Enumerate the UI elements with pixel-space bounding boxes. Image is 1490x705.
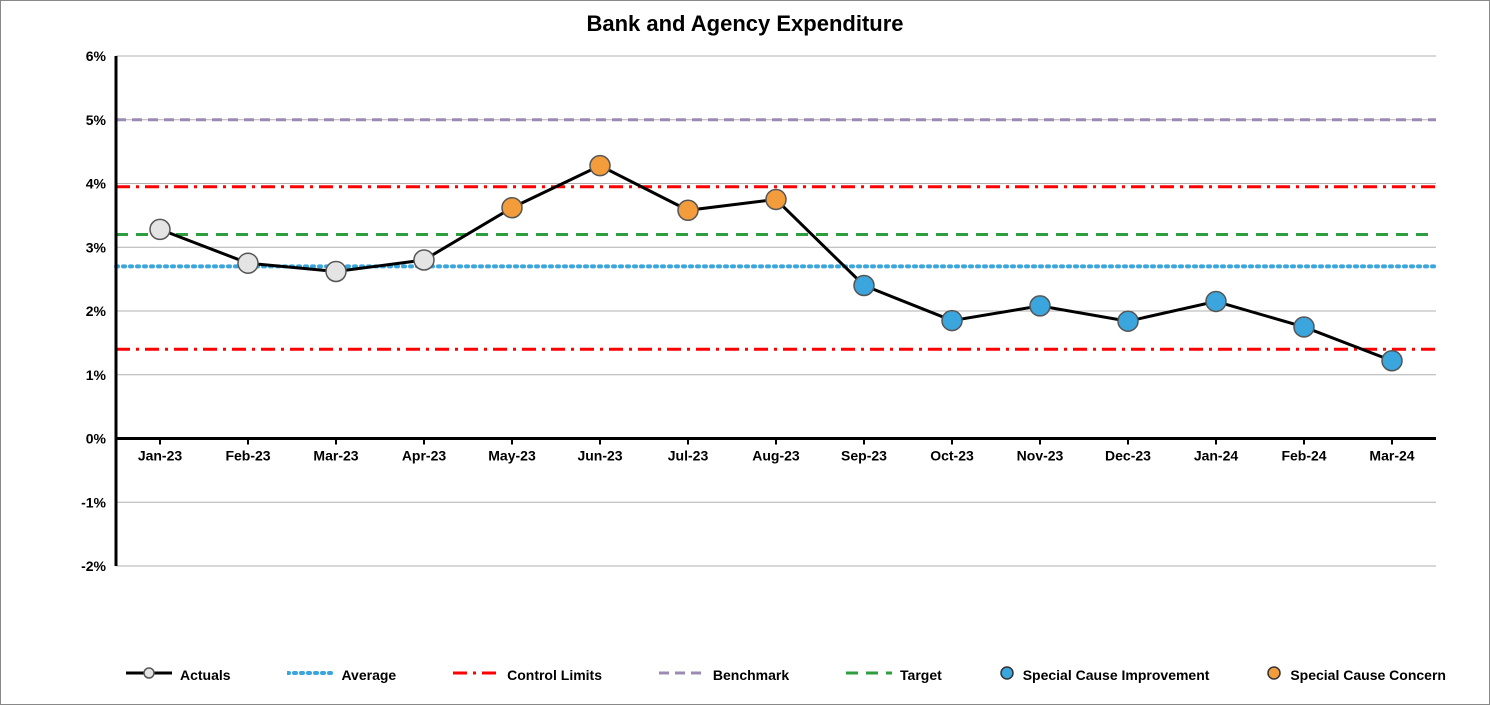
control-limits-swatch [453,665,499,684]
svg-text:0%: 0% [86,431,107,447]
svg-text:Feb-24: Feb-24 [1281,448,1326,464]
legend-improvement: Special Cause Improvement [999,665,1210,684]
svg-text:5%: 5% [86,112,107,128]
legend-control-limits: Control Limits [453,665,602,684]
svg-text:-1%: -1% [81,494,106,510]
legend-concern: Special Cause Concern [1266,665,1446,684]
improvement-swatch [999,665,1015,684]
legend: Actuals Average Control Limits Benchmark… [116,665,1456,684]
svg-text:Jan-23: Jan-23 [138,448,183,464]
benchmark-swatch [659,665,705,684]
legend-actuals: Actuals [126,665,231,684]
legend-target: Target [846,665,942,684]
svg-text:Oct-23: Oct-23 [930,448,974,464]
svg-text:1%: 1% [86,367,107,383]
legend-average: Average [287,665,396,684]
legend-label: Actuals [180,667,231,683]
svg-text:3%: 3% [86,239,107,255]
chart-container: Bank and Agency Expenditure -2% -1% 0% 1% 2%… [0,0,1490,705]
svg-text:Nov-23: Nov-23 [1017,448,1064,464]
svg-text:Feb-23: Feb-23 [225,448,270,464]
svg-text:Jan-24: Jan-24 [1194,448,1239,464]
concern-swatch [1266,665,1282,684]
legend-label: Special Cause Concern [1290,667,1446,683]
svg-text:May-23: May-23 [488,448,536,464]
svg-text:Jun-23: Jun-23 [577,448,622,464]
svg-text:Sep-23: Sep-23 [841,448,887,464]
legend-label: Control Limits [507,667,602,683]
spc-chart: -2%-1%0%1%2%3%4%5%6%Jan-23Feb-23Mar-23Ap… [116,56,1456,596]
target-swatch [846,665,892,684]
actuals-swatch [126,665,172,684]
chart-title: Bank and Agency Expenditure [1,1,1489,37]
svg-text:Dec-23: Dec-23 [1105,448,1151,464]
svg-text:6%: 6% [86,48,107,64]
svg-text:Mar-23: Mar-23 [313,448,358,464]
svg-text:Jul-23: Jul-23 [668,448,709,464]
svg-text:2%: 2% [86,303,107,319]
legend-label: Special Cause Improvement [1023,667,1210,683]
svg-text:Aug-23: Aug-23 [752,448,800,464]
svg-text:4%: 4% [86,176,107,192]
legend-label: Benchmark [713,667,789,683]
legend-label: Average [341,667,396,683]
svg-text:Apr-23: Apr-23 [402,448,447,464]
legend-label: Target [900,667,942,683]
svg-text:Mar-24: Mar-24 [1369,448,1414,464]
legend-benchmark: Benchmark [659,665,789,684]
svg-text:-2%: -2% [81,558,106,574]
average-swatch [287,665,333,684]
